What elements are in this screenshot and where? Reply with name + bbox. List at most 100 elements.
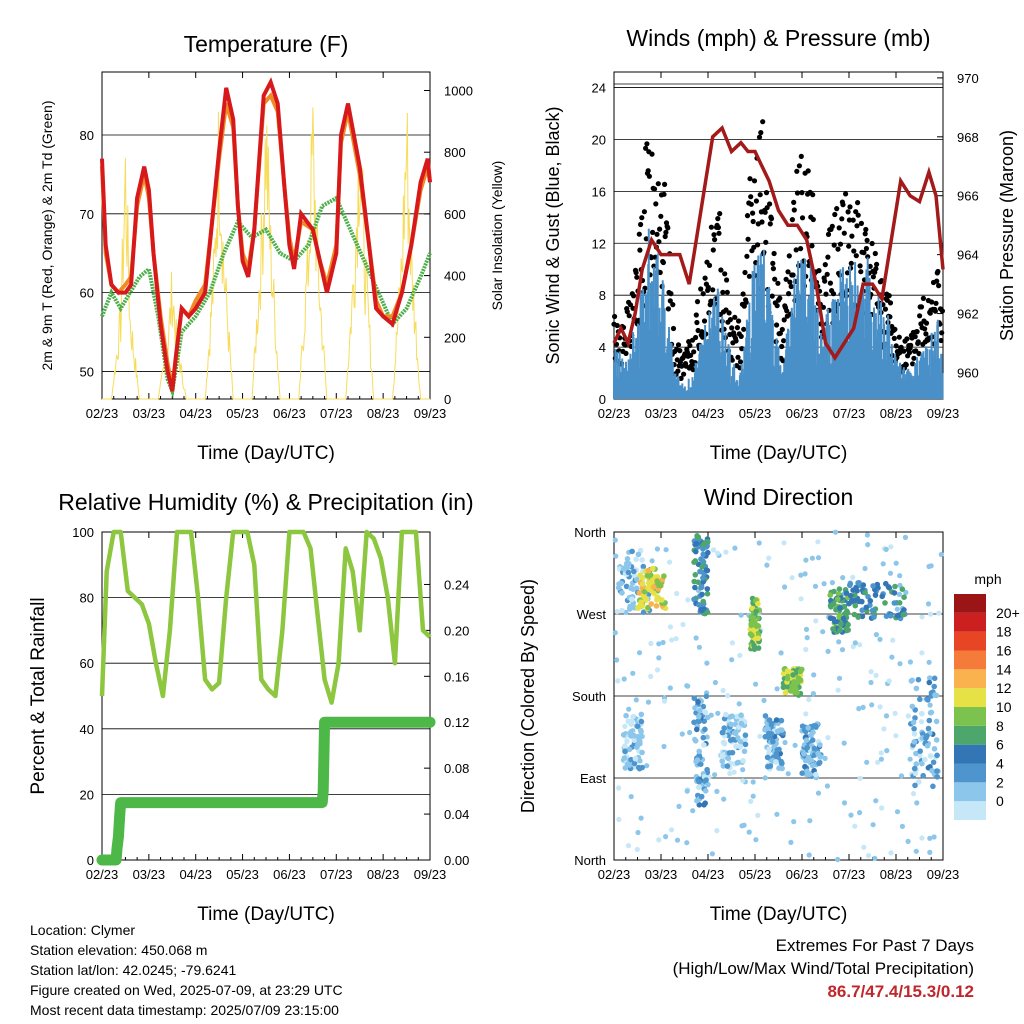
gust-point [755, 242, 761, 248]
x-axis-label-2: Time (Day/UTC) [197, 904, 335, 925]
direction-point [873, 798, 879, 804]
direction-point [739, 823, 745, 829]
direction-point [782, 690, 789, 696]
gust-point [720, 289, 726, 295]
chart-title-3: Wind Direction [704, 484, 854, 510]
gust-point [708, 224, 715, 230]
direction-point [615, 678, 621, 684]
direction-point [795, 675, 802, 681]
y-tick-label-3-1: East [580, 771, 606, 786]
direction-point [779, 760, 785, 767]
direction-point [696, 602, 702, 608]
direction-point [806, 852, 812, 858]
direction-point [933, 737, 940, 743]
direction-point [870, 583, 876, 589]
gust-point [637, 247, 643, 253]
direction-point [766, 750, 772, 756]
x-tick-label-0-2: 04/23 [179, 406, 212, 421]
direction-point [619, 590, 625, 596]
direction-point [830, 601, 837, 607]
direction-point [927, 702, 933, 708]
direction-point [925, 725, 932, 732]
direction-point [847, 580, 854, 587]
direction-point [820, 629, 826, 635]
direction-point [825, 735, 831, 741]
x-tick-label-0-4: 06/23 [273, 406, 306, 421]
direction-point [856, 598, 862, 605]
direction-point [809, 737, 816, 743]
gust-point [805, 168, 811, 174]
direction-point [931, 834, 937, 840]
direction-point [934, 768, 940, 774]
gust-point [898, 344, 904, 350]
x-tick-label-3-7: 09/23 [927, 867, 960, 882]
direction-point [676, 803, 682, 810]
direction-point [639, 557, 645, 563]
direction-point [750, 779, 756, 785]
direction-point [837, 605, 843, 611]
gust-point [914, 329, 920, 335]
direction-point [836, 675, 843, 681]
gust-point [854, 223, 860, 229]
gust-point [869, 240, 875, 247]
direction-point [912, 782, 918, 789]
direction-point [809, 762, 816, 769]
direction-point [749, 605, 755, 611]
direction-point [738, 612, 744, 618]
gust-point [670, 325, 677, 332]
direction-point [622, 743, 628, 749]
gust-point [831, 242, 837, 248]
direction-point [696, 778, 702, 785]
y2-tick-label-2-3: 0.12 [444, 715, 469, 730]
gust-point [700, 291, 706, 297]
direction-point [626, 746, 633, 753]
direction-point [803, 711, 809, 717]
gust-point [832, 211, 838, 218]
y2-tick-label-1-1: 962 [957, 307, 979, 322]
direction-point [913, 685, 920, 692]
y-axis-label-0: 2m & 9m T (Red, Orange) & 2m Td (Green) [39, 101, 55, 371]
direction-point [860, 582, 867, 588]
direction-point [636, 736, 642, 742]
gust-point [893, 343, 899, 349]
direction-point [804, 744, 810, 751]
direction-point [815, 539, 821, 545]
gust-point [739, 346, 745, 352]
gust-point [688, 352, 694, 358]
y-tick-label-3-2: South [572, 689, 606, 704]
direction-point [684, 840, 690, 846]
direction-point [850, 644, 856, 650]
gust-point [722, 271, 728, 277]
x-tick-label-1-6: 08/23 [880, 406, 913, 421]
gust-point [870, 274, 877, 280]
direction-point [789, 575, 795, 581]
gust-point [646, 173, 653, 179]
x-tick-label-2-3: 05/23 [226, 867, 259, 882]
gust-point [729, 325, 735, 331]
direction-point [640, 563, 647, 570]
direction-point [812, 583, 819, 589]
direction-point [746, 829, 752, 835]
direction-point [872, 592, 879, 598]
direction-point [748, 798, 754, 805]
gust-point [912, 334, 918, 340]
direction-point [797, 668, 804, 675]
y-tick-label-2-5: 100 [72, 525, 94, 540]
gust-point [910, 361, 916, 367]
y-tick-label-1-6: 24 [592, 81, 606, 96]
direction-point [832, 618, 838, 625]
direction-point [807, 818, 813, 824]
direction-point [865, 542, 871, 548]
colorbar-swatch-8 [954, 650, 986, 670]
direction-point [910, 719, 917, 726]
x-tick-label-2-2: 04/23 [179, 867, 212, 882]
gust-point [648, 255, 654, 261]
direction-point [622, 748, 628, 755]
gust-point [787, 279, 793, 285]
direction-point [695, 534, 702, 540]
direction-point [691, 695, 698, 702]
gust-point [705, 284, 711, 290]
direction-point [902, 534, 909, 541]
direction-point [928, 611, 934, 617]
direction-point [742, 736, 748, 743]
